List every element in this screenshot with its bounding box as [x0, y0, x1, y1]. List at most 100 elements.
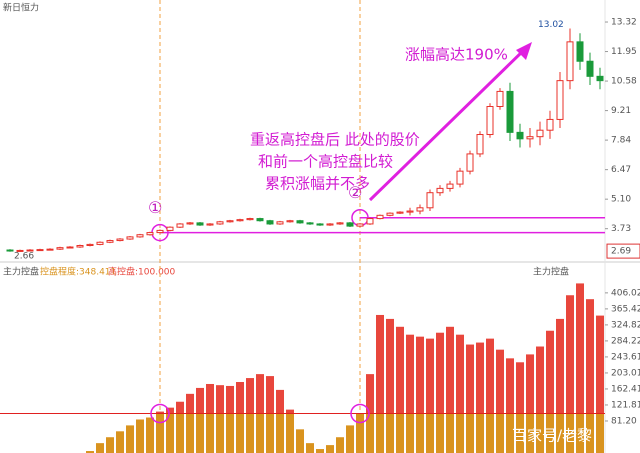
candle-body: [306, 222, 314, 225]
watermark: 百家号/老黎: [512, 427, 592, 445]
bar-low: [506, 413, 514, 453]
candle-body: [316, 223, 324, 226]
candle-body: [106, 240, 114, 243]
bar-high: [246, 378, 254, 414]
candle-body: [476, 134, 484, 155]
candle-body: [116, 238, 124, 242]
candle-body: [596, 75, 604, 82]
bar-low: [326, 445, 334, 453]
candle-body: [6, 249, 14, 252]
bar-high: [436, 332, 444, 414]
bar-high: [266, 376, 274, 414]
bar-low: [436, 413, 444, 453]
candle-body: [576, 41, 584, 62]
bar-high: [426, 338, 434, 414]
bar-high: [216, 385, 224, 414]
bar-high: [286, 409, 294, 414]
bar-high: [566, 295, 574, 414]
candle-body: [416, 207, 424, 212]
bar-low: [306, 443, 314, 453]
legend-entry: 高控盘:100.000: [108, 266, 176, 278]
bar-high: [406, 334, 414, 414]
y-tick-label: 5.10: [611, 195, 631, 205]
candle-body: [26, 249, 34, 252]
candle-body: [246, 218, 254, 221]
y-tick-label: 10.58: [611, 77, 637, 87]
panel-title: 主力控盘: [533, 266, 569, 278]
bar-low: [386, 413, 394, 453]
bar-low: [446, 413, 454, 453]
bar-high: [186, 393, 194, 414]
y-tick-label: 406.02: [611, 288, 640, 298]
bar-low: [466, 413, 474, 453]
bar-high: [276, 389, 284, 414]
bar-low: [156, 413, 164, 453]
bar-low: [526, 413, 534, 453]
candle-body: [176, 223, 184, 228]
bar-low: [596, 413, 604, 453]
bar-low: [376, 413, 384, 453]
candle-body: [196, 222, 204, 226]
candle-body: [406, 210, 414, 213]
bar-high: [416, 336, 424, 414]
bar-high: [576, 283, 584, 414]
candle-body: [446, 183, 454, 189]
annotation: 累积涨幅并不多: [265, 175, 370, 193]
marker-label: ①: [148, 198, 162, 217]
bar-low: [586, 413, 594, 453]
bar-low: [476, 413, 484, 453]
bar-low: [196, 413, 204, 453]
bar-low: [396, 413, 404, 453]
bar-low: [176, 413, 184, 453]
bar-low: [426, 413, 434, 453]
bar-high: [496, 349, 504, 414]
candle-body: [276, 221, 284, 225]
candle-body: [566, 41, 574, 82]
bar-low: [256, 413, 264, 453]
bar-high: [446, 326, 454, 414]
bar-high: [546, 330, 554, 414]
candle-body: [506, 90, 514, 133]
candle-body: [156, 229, 164, 234]
bar-high: [236, 382, 244, 414]
bar-low: [346, 425, 354, 453]
bar-low: [216, 413, 224, 453]
bar-high: [596, 315, 604, 414]
candle-body: [96, 241, 104, 245]
bar-low: [206, 413, 214, 453]
bar-low: [286, 413, 294, 453]
candle-body: [86, 243, 94, 247]
candle-body: [286, 220, 294, 223]
candle-body: [206, 223, 214, 226]
candle-body: [76, 245, 84, 248]
bar-high: [366, 374, 374, 414]
candle-body: [296, 220, 304, 224]
bar-low: [406, 413, 414, 453]
y-tick-label: 6.47: [611, 165, 631, 175]
y-tick-label: 9.21: [611, 106, 631, 116]
chart-title: 新日恒力: [3, 2, 39, 14]
candle-body: [256, 218, 264, 222]
legend-entry: 控盘程度:348.411: [40, 266, 116, 278]
candle-body: [36, 249, 44, 252]
y-tick-label: 203.01: [611, 368, 640, 378]
bar-low: [496, 413, 504, 453]
candle-body: [186, 222, 194, 225]
marker-circle: [350, 403, 370, 424]
candle-body: [166, 226, 174, 231]
candle-body: [536, 129, 544, 138]
y-tick-label: 121.81: [611, 400, 640, 410]
bar-high: [206, 383, 214, 414]
marker-circle: [150, 403, 170, 424]
bar-low: [186, 413, 194, 453]
bar-low: [536, 413, 544, 453]
y-tick-label: 81.20: [611, 416, 637, 426]
candle-body: [456, 170, 464, 185]
candle-body: [46, 248, 54, 251]
bar-high: [456, 334, 464, 414]
candle-body: [16, 249, 24, 252]
bar-high: [396, 326, 404, 414]
bar-low: [226, 413, 234, 453]
y-tick-label: 243.61: [611, 352, 640, 362]
